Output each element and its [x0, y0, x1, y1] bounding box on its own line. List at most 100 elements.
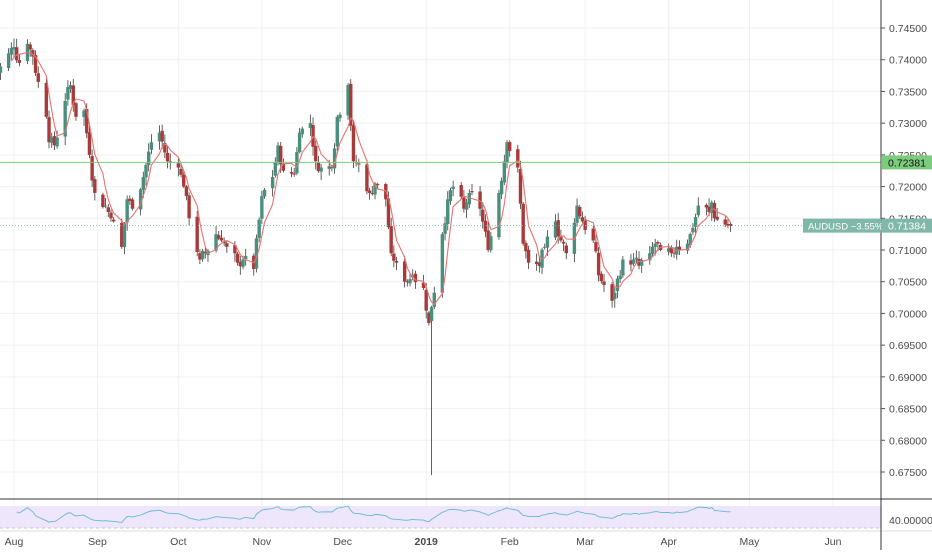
- candle-body-up: [260, 196, 264, 219]
- candle: [50, 132, 54, 148]
- candle: [106, 203, 110, 218]
- candle: [195, 210, 199, 257]
- candle-body-up: [243, 256, 248, 260]
- candle: [693, 213, 698, 236]
- candle: [349, 79, 353, 131]
- candle: [125, 195, 129, 231]
- grid: [0, 0, 881, 528]
- candle: [71, 79, 75, 112]
- candle-body-down: [556, 220, 560, 237]
- candle-body-down: [478, 191, 482, 209]
- candle: [200, 248, 205, 262]
- candle: [640, 257, 644, 273]
- candle: [489, 232, 493, 253]
- candle: [723, 216, 727, 228]
- candle-body-up: [440, 234, 445, 293]
- candle-body-down: [413, 273, 418, 283]
- candle: [338, 112, 342, 122]
- candle: [47, 110, 51, 149]
- candle-body-up: [543, 246, 547, 248]
- price-axis-label: 0.69500: [889, 340, 927, 352]
- candle: [300, 126, 304, 138]
- candle-body-down: [486, 230, 490, 250]
- candle: [405, 279, 410, 287]
- candle-body-down: [160, 130, 164, 142]
- candle-body-down: [521, 203, 525, 244]
- price-axis-label: 0.70000: [889, 308, 927, 320]
- candle-body-down: [518, 168, 523, 204]
- candle-body-down: [179, 168, 183, 175]
- price-axis-label: 0.74000: [889, 55, 927, 67]
- candle: [367, 187, 372, 200]
- candle-body-down: [33, 55, 38, 73]
- candle-body-down: [90, 156, 94, 181]
- candle-body-up: [214, 234, 218, 251]
- candle-body-down: [165, 152, 170, 162]
- candle-body-down: [389, 226, 393, 254]
- candle-body-down: [71, 85, 75, 105]
- candle-body-down: [311, 125, 315, 147]
- candle-body-down: [120, 222, 124, 247]
- candle: [68, 81, 73, 93]
- candle: [289, 167, 294, 178]
- candle: [696, 197, 700, 218]
- candle-body-down: [187, 195, 191, 219]
- candle: [432, 286, 436, 310]
- candle: [553, 214, 558, 240]
- candle: [499, 177, 504, 200]
- candle-body-down: [599, 273, 604, 282]
- candle-body-down: [386, 198, 391, 228]
- candle-body-up: [262, 189, 267, 197]
- candle-body-up: [691, 227, 695, 233]
- candle: [394, 256, 399, 270]
- candle-body-down: [591, 228, 595, 241]
- time-axis-label: Apr: [660, 536, 677, 548]
- candle: [219, 230, 224, 242]
- candle-body-up: [125, 199, 129, 223]
- candle-body-up: [144, 165, 148, 178]
- candle: [149, 134, 154, 155]
- candle-body-up: [696, 205, 700, 216]
- candle: [615, 275, 620, 299]
- candle: [157, 125, 162, 150]
- candle: [319, 164, 323, 181]
- candle-body-down: [677, 246, 682, 250]
- candle: [427, 311, 431, 326]
- candle-body-down: [578, 207, 582, 217]
- candle-body-up: [273, 161, 278, 176]
- candle: [653, 238, 657, 256]
- candle: [144, 162, 148, 186]
- candle-body-down: [351, 125, 356, 162]
- candle: [9, 42, 14, 60]
- candle-body-down: [656, 242, 660, 244]
- candle-body-up: [103, 205, 108, 207]
- time-axis-label: Mar: [576, 536, 595, 548]
- candle: [147, 143, 151, 172]
- candle-body-up: [319, 167, 323, 172]
- candle: [392, 245, 396, 268]
- candle: [370, 186, 375, 196]
- candle-body-up: [270, 177, 275, 189]
- candle-body-up: [408, 279, 412, 284]
- candle: [52, 131, 57, 150]
- candle: [357, 158, 361, 173]
- candle-body-down: [394, 261, 399, 263]
- candle-body-up: [451, 186, 455, 190]
- candle-body-down: [74, 103, 78, 117]
- candle-body-up: [553, 221, 558, 238]
- candle-body-down: [459, 185, 463, 197]
- candle: [543, 243, 547, 250]
- symbol-change-tag: [803, 218, 881, 233]
- current-price-tag: [882, 218, 932, 233]
- candle-body-down: [392, 253, 396, 261]
- candle-body-down: [31, 50, 35, 57]
- time-axis-label: Aug: [5, 536, 24, 548]
- candle-body-down: [106, 207, 110, 213]
- candle: [502, 154, 507, 186]
- candle-body-up: [55, 137, 59, 147]
- candle-body-down: [85, 109, 89, 134]
- candle-body-down: [279, 145, 283, 165]
- candle-body-down: [583, 219, 587, 231]
